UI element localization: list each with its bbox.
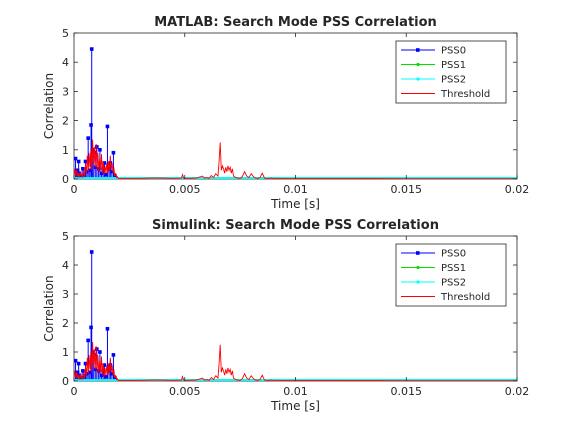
- pss0-marker: [89, 47, 94, 51]
- x-tick-label: 0: [71, 183, 78, 196]
- x-tick-label: 0.005: [169, 385, 201, 398]
- pss0-marker: [98, 350, 102, 354]
- pss0-marker: [87, 168, 92, 173]
- legend-box: [395, 40, 507, 104]
- x-tick-label: 0.005: [169, 183, 201, 196]
- pss0-marker: [110, 371, 114, 376]
- y-tick-label: 5: [62, 230, 69, 243]
- pss0-marker: [102, 363, 107, 367]
- legend-marker: [416, 77, 420, 81]
- legend-item: PSS1: [401, 263, 466, 274]
- pss0-marker: [89, 325, 93, 330]
- x-tick-label: 0.015: [391, 183, 423, 196]
- threshold-line: [74, 139, 517, 179]
- legend-marker: [416, 280, 420, 284]
- legend-marker: [416, 265, 420, 270]
- pss0-marker: [99, 373, 104, 377]
- pss0-marker: [104, 374, 108, 379]
- pss0-marker: [104, 172, 108, 177]
- y-axis-label: Correlation: [42, 275, 56, 341]
- pss0-marker: [111, 150, 116, 155]
- legend-item: PSS2: [401, 278, 466, 289]
- legend-label: Threshold: [440, 292, 490, 303]
- legend-box: [395, 243, 507, 307]
- chart-2: 0 0.005 0.01 0.015 0.02 0 1 2 3 4 5 Simulink: Searc…: [42, 218, 529, 413]
- y-tick-label: 1: [62, 144, 69, 157]
- x-tick-label: 0.015: [391, 385, 423, 398]
- y-tick-label: 0: [62, 375, 69, 388]
- y-tick-label: 2: [62, 115, 69, 128]
- y-tick-label: 4: [62, 259, 69, 272]
- pss0-marker: [105, 327, 110, 331]
- pss0-marker: [81, 166, 85, 171]
- legend-label: PSS2: [441, 75, 466, 86]
- legend-label: Threshold: [440, 89, 490, 100]
- legend-label: PSS0: [441, 46, 466, 57]
- x-tick-label: 0.02: [505, 183, 530, 196]
- pss0-marker: [95, 145, 99, 149]
- chart-title: Simulink: Search Mode PSS Correlation: [152, 218, 439, 233]
- legend-item: PSS0: [401, 46, 466, 57]
- y-tick-label: 3: [62, 85, 69, 98]
- pss0-marker: [83, 159, 88, 164]
- y-tick-label: 3: [62, 288, 69, 301]
- y-tick-label: 5: [62, 27, 69, 40]
- pss0-marker: [87, 370, 92, 375]
- pss0-marker: [81, 369, 85, 373]
- pss0-marker: [83, 361, 88, 366]
- legend-label: PSS2: [441, 278, 466, 289]
- y-axis-label: Correlation: [42, 73, 56, 139]
- pss0-marker: [111, 353, 116, 357]
- pss0-marker: [95, 347, 99, 351]
- legend-item: Threshold: [401, 292, 490, 303]
- pss0-marker: [74, 156, 78, 161]
- pss0-marker: [99, 171, 104, 175]
- y-tick-label: 4: [62, 56, 69, 69]
- pss0-marker: [102, 161, 107, 165]
- x-tick-label: 0.01: [283, 385, 308, 398]
- x-tick-label: 0: [71, 385, 78, 398]
- x-tick-label: 0.01: [283, 183, 308, 196]
- threshold-line: [74, 341, 517, 381]
- x-axis-label: Time [s]: [270, 399, 320, 413]
- legend: PSS0 PSS1 PSS2 Threshold: [395, 40, 507, 104]
- chart-1: 0 0.005 0.01 0.015 0.02 0 1 2 3 4 5 MATLAB: Search …: [42, 15, 529, 211]
- legend-label: PSS1: [441, 263, 466, 274]
- y-tick-label: 0: [62, 173, 69, 186]
- legend: PSS0 PSS1 PSS2 Threshold: [395, 243, 507, 307]
- legend-item: PSS0: [401, 249, 466, 260]
- pss0-marker: [98, 148, 102, 152]
- legend-item: PSS1: [401, 60, 466, 71]
- y-tick-label: 2: [62, 317, 69, 330]
- legend-label: PSS0: [441, 249, 466, 260]
- pss0-marker: [89, 250, 94, 254]
- legend-item: Threshold: [401, 89, 490, 100]
- y-tick-label: 1: [62, 346, 69, 359]
- pss0-marker: [86, 136, 90, 140]
- pss0-marker: [86, 338, 90, 343]
- pss0-marker: [110, 169, 114, 174]
- pss0-marker: [75, 370, 80, 375]
- pss0-marker: [74, 358, 78, 363]
- legend-label: PSS1: [441, 60, 466, 71]
- legend-marker: [416, 251, 420, 255]
- x-tick-label: 0.02: [505, 385, 530, 398]
- pss0-marker: [75, 168, 80, 173]
- x-axis-label: Time [s]: [270, 197, 320, 211]
- pss0-marker: [76, 159, 81, 164]
- chart-title: MATLAB: Search Mode PSS Correlation: [154, 15, 437, 30]
- legend-marker: [416, 48, 420, 52]
- pss0-marker: [89, 123, 93, 127]
- legend-marker: [416, 62, 420, 67]
- pss0-marker: [105, 124, 110, 129]
- pss0-marker: [76, 361, 81, 366]
- legend-item: PSS2: [401, 75, 466, 86]
